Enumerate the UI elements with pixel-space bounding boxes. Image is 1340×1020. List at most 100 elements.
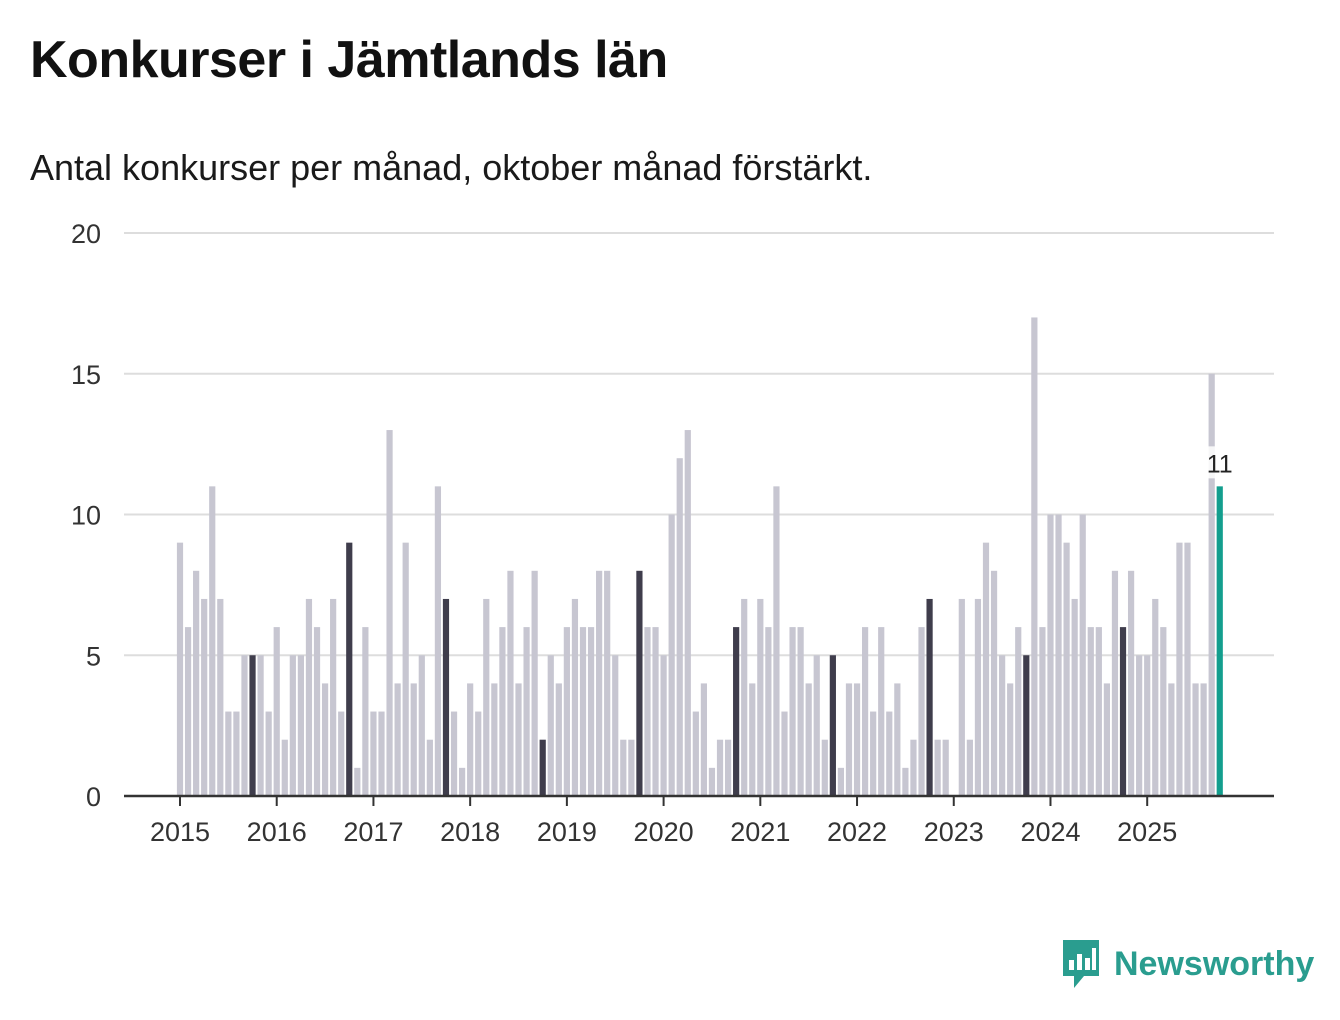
bar-2020-03	[676, 458, 683, 796]
gridlines	[124, 232, 1274, 657]
y-tick-label: 0	[86, 782, 101, 812]
bar-2015-01	[176, 542, 184, 796]
bar-2024-09	[1111, 570, 1119, 796]
bar-2020-10	[733, 627, 740, 796]
bar-2025-10	[1216, 486, 1223, 796]
bar-2020-08	[716, 739, 724, 796]
bar-2015-02	[184, 627, 192, 796]
bar-2019-03	[579, 627, 587, 796]
bar-2019-04	[587, 627, 595, 796]
bar-2016-07	[321, 683, 329, 796]
bar-2016-05	[305, 598, 313, 796]
bar-2020-11	[741, 598, 748, 796]
bar-2020-07	[708, 767, 716, 796]
bar-2018-03	[483, 598, 490, 796]
bar-2018-05	[499, 627, 506, 796]
bar-2023-04	[974, 598, 982, 796]
bar-2016-06	[313, 627, 321, 796]
bar-2020-01	[660, 655, 667, 796]
bar-2016-10	[346, 542, 353, 796]
bar-2024-08	[1103, 683, 1110, 796]
bar-2024-12	[1136, 655, 1143, 796]
bar-2023-02	[958, 598, 965, 796]
brand-logo: Newsworthy	[1060, 938, 1314, 990]
chart-title: Konkurser i Jämtlands län	[30, 31, 668, 89]
bar-2022-07	[902, 767, 909, 796]
bar-2019-02	[571, 598, 579, 796]
bar-2015-10	[249, 655, 256, 796]
bar-2016-12	[362, 627, 369, 796]
bar-2025-06	[1184, 542, 1191, 796]
bar-2022-05	[886, 711, 893, 796]
bar-2025-04	[1168, 683, 1175, 796]
bar-2022-03	[870, 711, 877, 796]
bar-2015-04	[201, 598, 208, 796]
bar-2015-03	[193, 570, 200, 796]
x-tick-label: 2019	[537, 817, 597, 847]
bar-2023-05	[982, 542, 990, 796]
axes	[124, 794, 1274, 806]
bar-2023-12	[1039, 627, 1046, 796]
bar-2021-03	[773, 486, 780, 796]
bar-2018-12	[555, 683, 562, 796]
bar-2022-02	[862, 627, 869, 796]
bar-2025-07	[1192, 683, 1199, 796]
x-tick-label: 2020	[634, 817, 694, 847]
bar-2017-12	[459, 767, 466, 796]
x-tick-label: 2016	[247, 817, 307, 847]
bar-2018-07	[515, 683, 522, 796]
bar-2017-05	[402, 542, 409, 796]
bar-2022-11	[934, 739, 941, 796]
bar-2023-06	[990, 570, 998, 796]
bar-2021-10	[829, 655, 836, 796]
bar-2018-04	[491, 683, 498, 796]
bar-2015-05	[209, 486, 216, 796]
bar-2015-12	[265, 711, 272, 796]
newsworthy-logo-icon	[1063, 940, 1099, 988]
bar-2018-01	[467, 683, 474, 796]
bar-2017-08	[426, 739, 433, 796]
x-tick-label: 2024	[1020, 817, 1080, 847]
x-tick-label: 2023	[924, 817, 984, 847]
bar-2022-01	[853, 683, 861, 796]
labels: 0 5 10 15 20 2015 2016 2017 2018 2019 2020 2021 2022…	[71, 219, 1238, 847]
bar-2019-08	[620, 739, 627, 796]
bar-2016-11	[354, 767, 361, 796]
bar-2022-12	[942, 739, 949, 796]
bar-2015-06	[217, 598, 224, 796]
bar-2015-07	[225, 711, 232, 796]
bar-2018-11	[547, 655, 554, 796]
bar-2019-06	[604, 570, 611, 796]
bar-2021-11	[837, 767, 845, 796]
x-tick-label: 2022	[827, 817, 887, 847]
bar-2024-06	[1087, 627, 1094, 796]
x-tick-label: 2017	[343, 817, 403, 847]
bar-2022-06	[894, 683, 901, 796]
bar-2023-07	[999, 655, 1006, 796]
bar-2018-09	[531, 570, 538, 796]
bar-2019-11	[644, 627, 651, 796]
bar-2022-10	[926, 598, 933, 796]
bar-2017-01	[370, 711, 377, 796]
x-tick-label: 2021	[730, 817, 790, 847]
bars	[176, 317, 1223, 796]
x-tick-label: 2025	[1117, 817, 1177, 847]
bar-2019-09	[628, 739, 635, 796]
bar-2020-06	[700, 683, 707, 796]
x-tick-label: 2015	[150, 817, 210, 847]
bar-2017-04	[394, 683, 401, 796]
bar-2019-10	[636, 570, 643, 796]
bar-2016-01	[273, 627, 280, 796]
bar-2019-07	[612, 655, 619, 796]
bar-chart: 0 5 10 15 20 2015 2016 2017 2018 2019 2020 2021 2022…	[71, 219, 1274, 847]
chart-subtitle: Antal konkurser per månad, oktober månad…	[30, 147, 873, 188]
bar-2017-10	[442, 598, 450, 796]
bar-2017-03	[386, 430, 393, 796]
latest-value-label: 11	[1207, 450, 1233, 478]
bar-2021-02	[765, 627, 772, 796]
y-tick-label: 5	[86, 641, 101, 671]
bar-2023-11	[1031, 317, 1038, 796]
bar-2020-09	[724, 739, 732, 796]
bar-2024-11	[1127, 570, 1135, 796]
bar-2021-07	[805, 683, 812, 796]
